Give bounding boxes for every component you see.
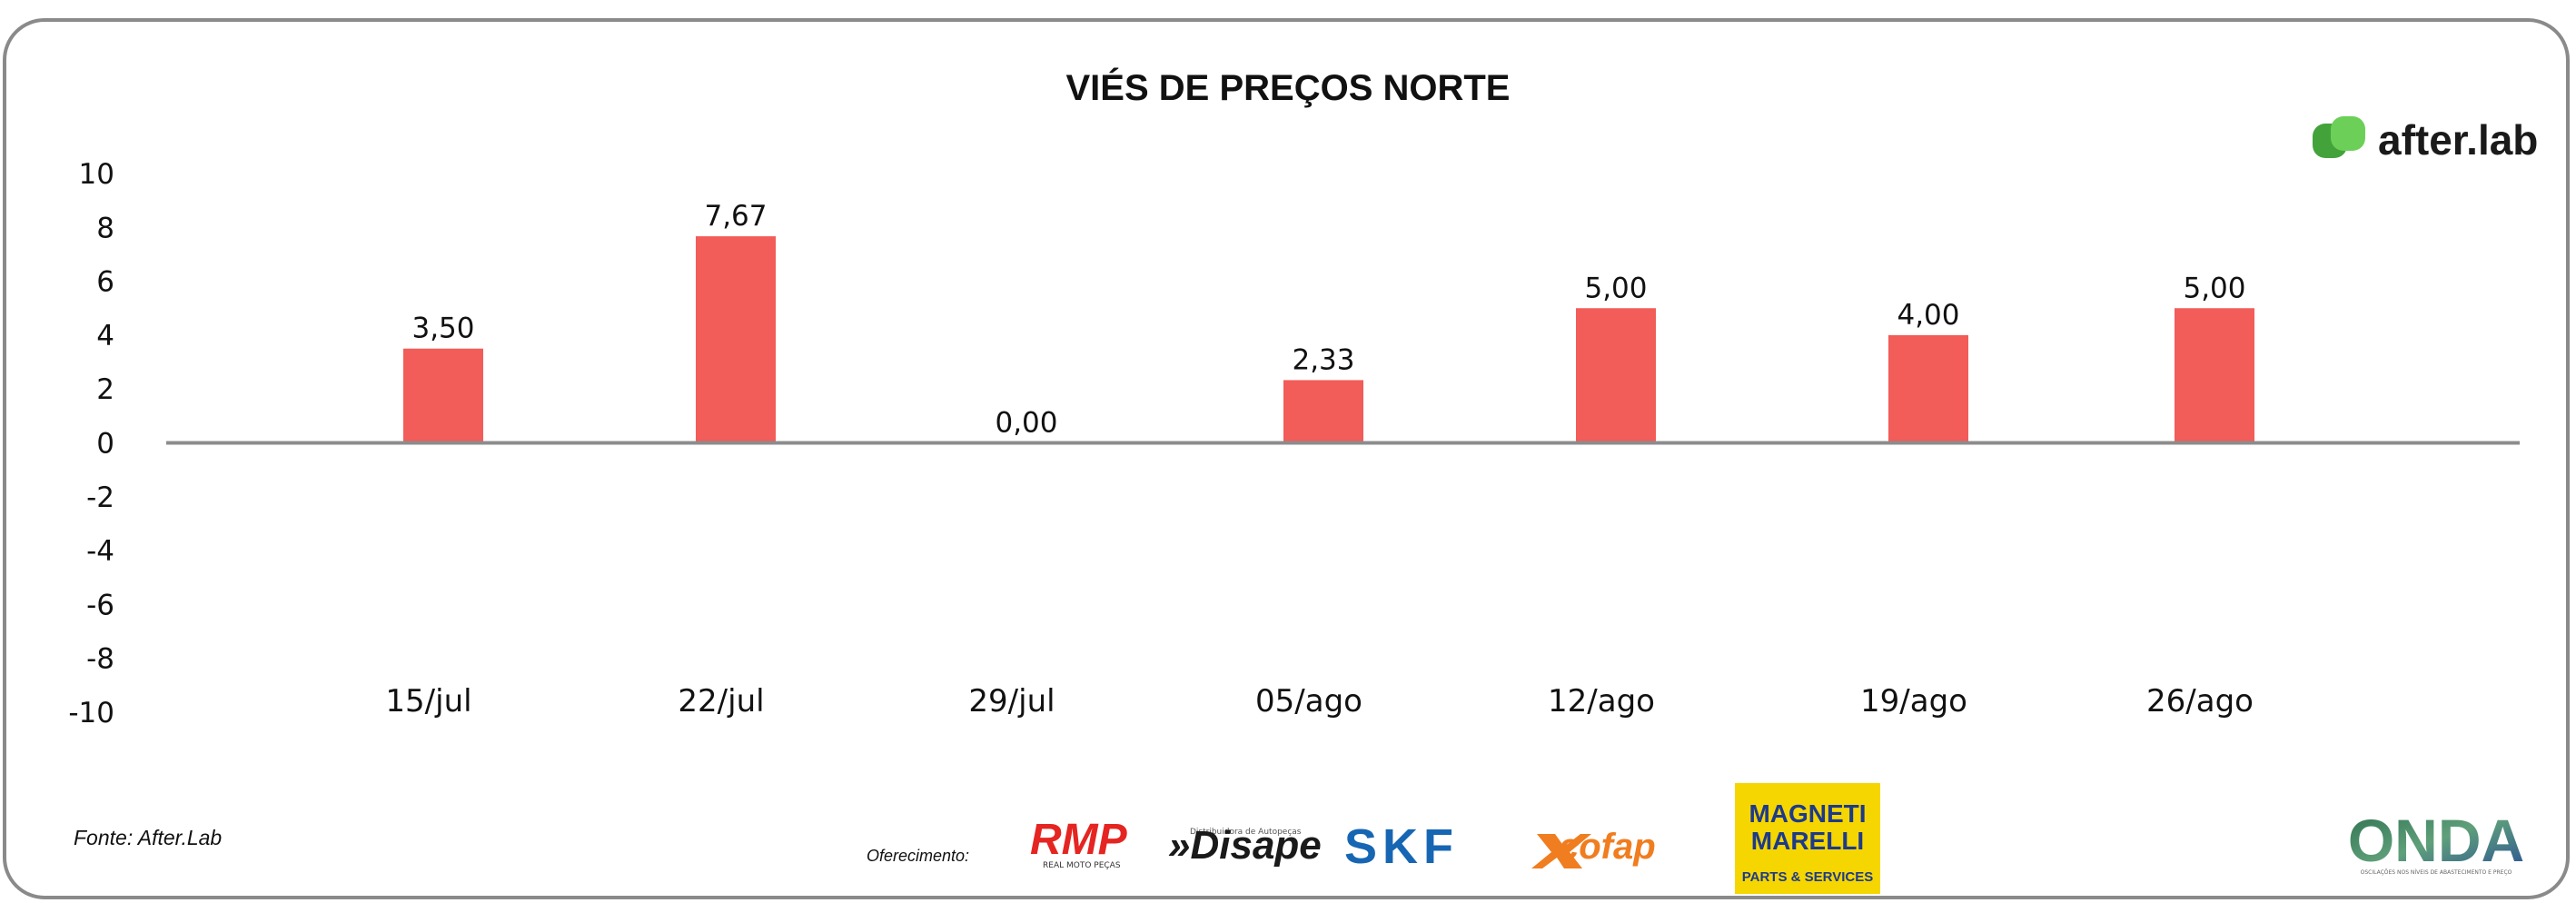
afterlab-mark-icon	[2313, 116, 2365, 158]
rmp-subtitle: REAL MOTO PEÇAS	[1043, 861, 1121, 870]
data-label: 5,00	[1584, 272, 1647, 304]
data-labels: 3,50 7,67 0,00 2,33 5,00 4,00 5,00	[411, 200, 2245, 439]
y-tick-label: 10	[79, 158, 114, 191]
y-tick-label: 0	[96, 428, 114, 461]
y-axis: 10 8 6 4 2 0 -2 -4 -6 -8 -10	[68, 158, 114, 729]
bar-19-ago	[1888, 334, 1968, 443]
bar-26-ago	[2175, 308, 2254, 443]
y-tick-label: 2	[96, 373, 114, 406]
y-tick-label: -10	[68, 697, 114, 729]
x-tick-label: 26/ago	[2146, 683, 2254, 719]
onda-subtitle: OSCILAÇÕES NOS NÍVEIS DE ABASTECIMENTO E…	[2361, 869, 2512, 876]
bar-22-jul	[696, 236, 776, 443]
disape-subtitle: Distribuidora de Autopeças	[1190, 828, 1302, 837]
sponsor-label: Oferecimento:	[867, 847, 969, 865]
bar-15-jul	[403, 348, 483, 443]
bar-12-ago	[1576, 308, 1656, 443]
source-note: Fonte: After.Lab	[74, 826, 222, 849]
x-axis: 15/jul 22/jul 29/jul 05/ago 12/ago 19/ago 26/a…	[385, 683, 2254, 719]
data-label: 3,50	[411, 313, 474, 345]
rmp-logo: RMP REAL MOTO PEÇAS	[1030, 816, 1128, 870]
magneti-line-2: MARELLI	[1751, 827, 1864, 855]
disape-logo: Distribuidora de Autopeças »Disape	[1168, 823, 1322, 868]
cofap-x-icon	[1531, 834, 1591, 868]
data-label: 0,00	[995, 407, 1057, 440]
onda-logo: ONDA OSCILAÇÕES NOS NÍVEIS DE ABASTECIME…	[2348, 807, 2524, 876]
cofap-logo: cofap	[1531, 827, 1656, 868]
afterlab-logo: after.lab	[2313, 116, 2538, 164]
y-tick-label: -8	[86, 643, 114, 676]
bar-05-ago	[1283, 380, 1363, 443]
magneti-line-1: MAGNETI	[1749, 799, 1866, 828]
x-tick-label: 12/ago	[1548, 683, 1655, 719]
x-tick-label: 22/jul	[678, 683, 764, 719]
disape-wordmark: »Disape	[1168, 823, 1322, 868]
y-tick-label: -6	[86, 589, 114, 621]
bars	[403, 236, 2254, 443]
x-tick-label: 15/jul	[385, 683, 471, 719]
data-label: 5,00	[2183, 272, 2245, 304]
magneti-subtitle: PARTS & SERVICES	[1742, 869, 1873, 885]
y-tick-label: -2	[86, 481, 114, 514]
x-tick-label: 19/ago	[1860, 683, 1967, 719]
y-tick-label: 6	[96, 266, 114, 299]
skf-logo: SKF	[1344, 819, 1459, 874]
chart-frame	[3, 18, 2570, 899]
skf-wordmark: SKF	[1344, 819, 1459, 874]
y-tick-label: 4	[96, 320, 114, 352]
magneti-marelli-logo: MAGNETI MARELLI PARTS & SERVICES	[1735, 783, 1880, 894]
y-tick-label: 8	[96, 212, 114, 244]
x-tick-label: 29/jul	[968, 683, 1055, 719]
data-label: 4,00	[1897, 299, 1959, 332]
rmp-wordmark: RMP	[1030, 816, 1128, 864]
cofap-wordmark: cofap	[1559, 827, 1656, 867]
onda-wordmark: ONDA	[2348, 807, 2524, 874]
chart-title: VIÉS DE PREÇOS NORTE	[1066, 67, 1511, 108]
afterlab-wordmark: after.lab	[2378, 116, 2538, 164]
y-tick-label: -4	[86, 535, 114, 568]
data-label: 2,33	[1292, 343, 1354, 376]
x-tick-label: 05/ago	[1255, 683, 1362, 719]
data-label: 7,67	[704, 200, 767, 233]
